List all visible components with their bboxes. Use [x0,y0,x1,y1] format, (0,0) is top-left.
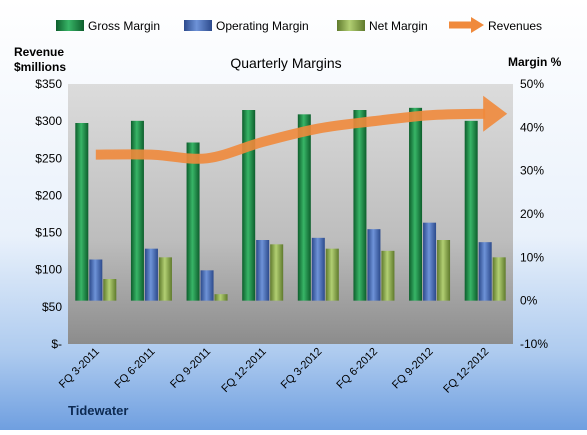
right-tick-label: 0% [520,294,538,308]
legend-label-operating-margin: Operating Margin [216,19,309,33]
revenues-line[interactable] [95,108,486,164]
legend-label-gross-margin: Gross Margin [88,19,160,33]
chart-title: Quarterly Margins [230,55,341,71]
gross-margin-bar[interactable] [409,107,423,301]
net-margin-bar[interactable] [325,248,339,301]
legend-label-revenues: Revenues [488,19,542,33]
legend-swatch-net-margin [337,20,365,31]
legend-item-operating-margin[interactable]: Operating Margin [184,19,309,33]
legend-item-revenues[interactable]: Revenues [449,17,542,33]
operating-margin-bar[interactable] [478,242,492,301]
right-tick-label: -10% [520,337,548,351]
gross-margin-bar[interactable] [464,120,478,301]
operating-margin-bar[interactable] [311,237,325,301]
right-tick-label: 40% [520,120,544,134]
right-tick-label: 20% [520,207,544,221]
left-axis-title-line2: $millions [14,60,66,74]
right-axis-title: Margin % [508,55,562,69]
right-axis-ticks: -10% 0% 10% 20% 30% 40% 50% [520,77,548,351]
left-tick-label: $300 [35,114,62,128]
legend: Gross Margin Operating Margin Net Margin… [56,17,542,33]
legend-item-gross-margin[interactable]: Gross Margin [56,19,160,33]
operating-margin-bar[interactable] [200,270,214,301]
left-tick-label: $50 [42,300,62,314]
left-tick-label: $200 [35,188,62,202]
source-label: Tidewater [68,403,128,418]
left-axis-ticks: $- $50 $100 $150 $200 $250 $300 $350 [35,77,62,351]
net-margin-bar[interactable] [103,279,117,301]
legend-item-net-margin[interactable]: Net Margin [337,19,428,33]
gross-margin-bar[interactable] [242,110,256,301]
net-margin-bar[interactable] [437,240,451,301]
left-tick-label: $150 [35,226,62,240]
operating-margin-bar[interactable] [89,259,103,301]
operating-margin-bar[interactable] [423,222,437,301]
right-tick-label: 50% [520,77,544,91]
net-margin-bar[interactable] [492,257,506,301]
gross-margin-bar[interactable] [130,120,144,301]
revenue-line [95,95,508,164]
legend-swatch-operating-margin [184,20,212,31]
gross-margin-bar[interactable] [297,114,311,301]
net-margin-bar[interactable] [214,294,228,301]
operating-margin-bar[interactable] [256,240,270,301]
gross-margin-bar[interactable] [75,123,89,301]
net-margin-bar[interactable] [381,250,395,301]
left-axis-title-line1: Revenue [14,45,64,59]
left-tick-label: $- [51,337,62,351]
legend-label-net-margin: Net Margin [369,19,428,33]
operating-margin-bar[interactable] [144,248,158,301]
bar-series [75,107,506,301]
left-tick-label: $250 [35,151,62,165]
net-margin-bar[interactable] [270,244,284,301]
right-tick-label: 30% [520,164,544,178]
gross-margin-bar[interactable] [186,142,200,301]
left-tick-label: $100 [35,263,62,277]
legend-arrowhead-revenues [471,17,484,33]
revenues-arrowhead [483,95,508,132]
legend-swatch-gross-margin [56,20,84,31]
left-tick-label: $350 [35,77,62,91]
operating-margin-bar[interactable] [367,229,381,301]
gross-margin-bar[interactable] [353,110,367,301]
net-margin-bar[interactable] [158,257,172,301]
right-tick-label: 10% [520,250,544,264]
